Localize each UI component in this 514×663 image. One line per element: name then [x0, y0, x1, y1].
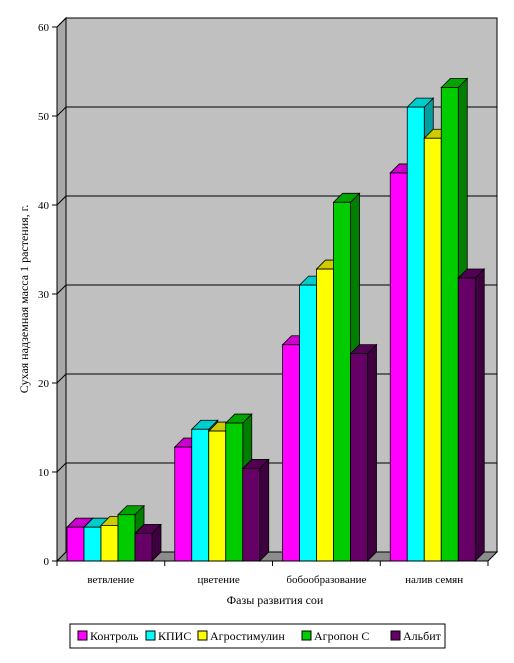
- legend-box: [69, 623, 446, 649]
- y-tick-label: 10: [38, 467, 50, 479]
- x-axis-ticks: ветвление цветение бобообразование налив се…: [56, 560, 489, 586]
- legend-swatch: [390, 630, 401, 641]
- legend-label: КПИС: [158, 629, 191, 643]
- legend-label: Альбит: [403, 629, 442, 643]
- bar: [349, 343, 378, 562]
- legend-item: Альбит: [390, 629, 442, 643]
- bar: [241, 458, 270, 562]
- legend-item: КПИС: [145, 629, 191, 643]
- y-axis-ticks: 0 10 20 30 40 50 60: [38, 22, 58, 568]
- y-tick-label: 60: [38, 22, 50, 34]
- legend-swatch: [145, 630, 156, 641]
- legend-label: Контроль: [90, 629, 139, 643]
- legend-swatch: [301, 630, 312, 641]
- y-tick-label: 20: [38, 378, 50, 390]
- y-tick-label: 40: [38, 200, 50, 212]
- legend-label: Агропон С: [314, 629, 369, 643]
- legend-swatch: [197, 630, 208, 641]
- bar: [457, 268, 486, 562]
- legend-swatch: [77, 630, 88, 641]
- x-tick-label: ветвление: [87, 574, 134, 586]
- bar: [134, 523, 162, 562]
- y-tick-label: 30: [38, 289, 50, 301]
- legend-label: Агростимулин: [210, 629, 285, 643]
- bars-group: [66, 77, 486, 562]
- y-axis-title: Сухая надземная масса 1 растения, г.: [17, 205, 31, 393]
- x-tick-label: налив семян: [405, 574, 463, 586]
- x-tick-label: бобообразование: [286, 574, 366, 586]
- y-tick-label: 0: [44, 556, 50, 568]
- gridline: [56, 106, 497, 117]
- legend: Контроль КПИС Агростимулин Агропон С Альбит: [69, 623, 446, 649]
- legend-item: Контроль: [77, 629, 139, 643]
- legend-item: Агростимулин: [197, 629, 285, 643]
- x-axis-title: Фазы развития сои: [227, 593, 324, 607]
- y-tick-label: 50: [38, 111, 50, 123]
- legend-item: Агропон С: [301, 629, 369, 643]
- gridline: [56, 17, 497, 28]
- x-tick-label: цветение: [198, 574, 240, 586]
